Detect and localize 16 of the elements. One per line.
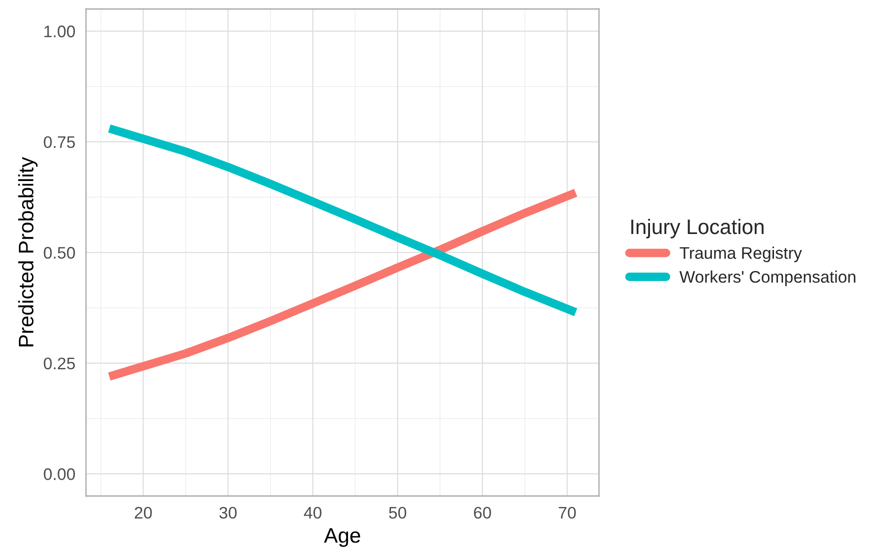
x-tick-label: 50 — [389, 506, 406, 519]
y-tick-label: 0.75 — [44, 136, 75, 148]
y-axis-title: Predicted Probability — [18, 157, 38, 346]
legend-label: Workers' Compensation — [679, 270, 856, 286]
legend-label: Trauma Registry — [680, 246, 802, 262]
y-tick-label: 1.00 — [44, 26, 75, 38]
x-tick-label: 30 — [219, 506, 237, 519]
x-axis-title: Age — [324, 528, 360, 547]
x-tick-label: 20 — [134, 506, 152, 519]
y-tick-label: 0.50 — [44, 246, 75, 259]
x-tick-label: 70 — [558, 506, 576, 519]
legend-title: Injury Location — [631, 218, 764, 238]
x-tick-label: 40 — [304, 506, 322, 519]
y-tick-label: 0.25 — [44, 358, 75, 370]
y-tick-label: 0.00 — [44, 468, 75, 480]
x-tick-label: 60 — [474, 506, 492, 519]
